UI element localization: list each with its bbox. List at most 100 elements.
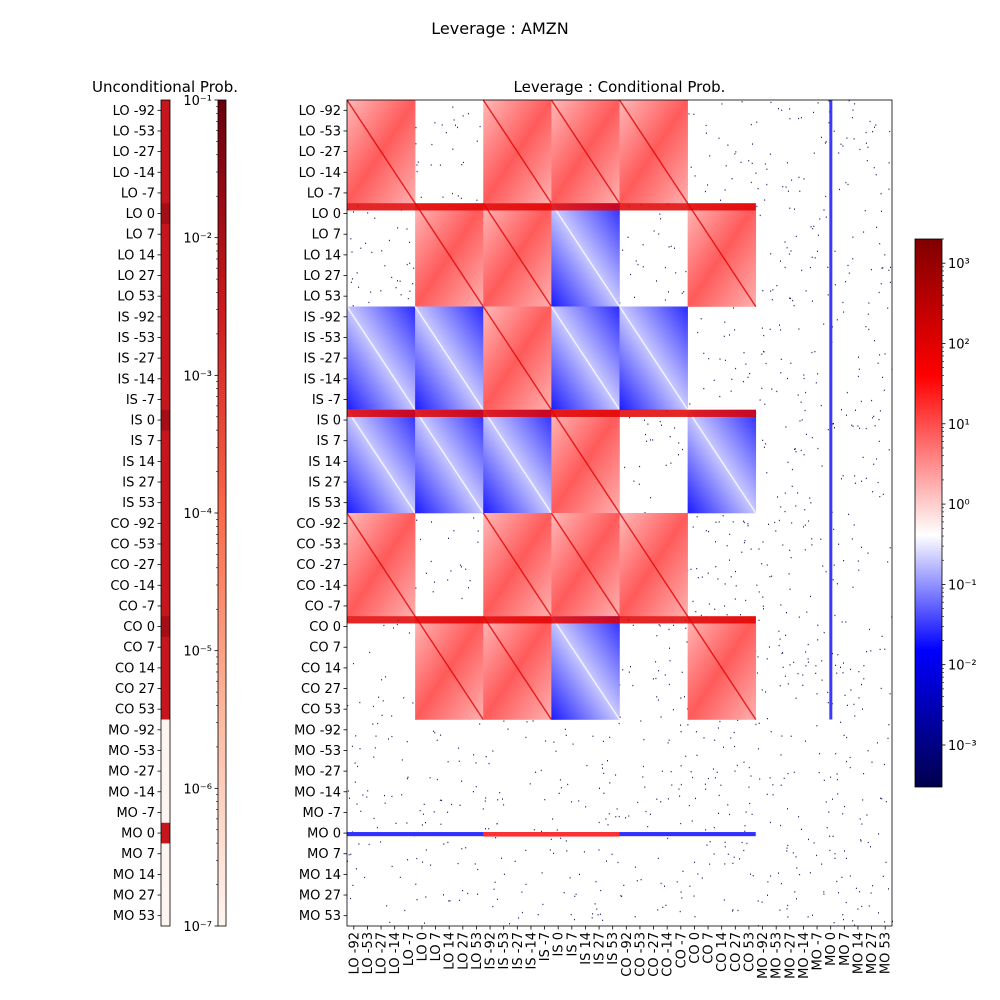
conditional-noise-dot [841,876,843,878]
conditional-noise-dot [705,530,707,532]
conditional-noise-dot [747,525,749,527]
conditional-noise-dot [680,783,682,786]
conditional-noise-dot [786,247,788,249]
conditional-noise-dot [791,485,793,487]
unconditional-ytick-label: MO -92 [108,723,155,738]
conditional-noise-dot [355,735,357,737]
conditional-noise-dot [853,138,855,140]
conditional-noise-dot [887,561,889,563]
conditional-noise-dot [766,564,768,566]
unconditional-ytick-label: LO 53 [117,290,155,305]
conditional-noise-dot [459,804,461,806]
conditional-noise-dot [416,170,418,173]
conditional-noise-dot [771,575,773,577]
conditional-noise-dot [858,356,859,358]
conditional-noise-dot [810,595,811,598]
unconditional-ytick-label: IS -53 [118,331,155,346]
conditional-ytick-label: IS -27 [304,352,341,367]
conditional-noise-dot [640,720,642,722]
conditional-noise-dot [847,264,849,267]
conditional-noise-dot [762,541,764,543]
conditional-noise-dot [814,257,816,259]
conditional-xtick-label: IS 14 [579,932,594,965]
conditional-ytick-label: MO -92 [294,723,341,738]
conditional-noise-dot [607,760,608,762]
conditional-noise-dot [878,912,879,914]
conditional-noise-dot [744,540,746,542]
conditional-noise-dot [869,120,871,123]
conditional-block-diagonal [618,306,689,411]
conditional-noise-dot [384,802,386,804]
conditional-xtick-label: LO -27 [375,932,390,974]
conditional-xtick-label: CO 14 [715,932,730,972]
conditional-noise-dot [881,210,882,212]
conditional-block-diagonal [482,202,552,307]
conditional-noise-dot [872,885,874,887]
conditional-noise-dot [727,144,729,146]
conditional-noise-dot [759,214,761,217]
conditional-noise-dot [708,603,710,605]
conditional-xtick-label: CO -7 [674,932,689,968]
conditional-noise-dot [779,324,780,326]
conditional-noise-dot [673,624,675,626]
conditional-noise-dot [443,894,444,896]
conditional-noise-dot [703,737,705,739]
conditional-noise-dot [419,538,421,541]
conditional-ytick-label: IS -53 [304,331,341,346]
conditional-noise-dot [457,862,459,865]
conditional-noise-dot [808,520,810,522]
unconditional-colorbar-label: 10⁻¹ [183,94,212,109]
conditional-noise-dot [373,756,375,758]
conditional-block-diagonal [414,202,484,307]
conditional-noise-dot [473,517,475,519]
conditional-noise-dot [661,770,663,772]
conditional-noise-dot [465,847,467,849]
unconditional-cell [161,905,170,927]
conditional-noise-dot [821,660,823,662]
conditional-noise-dot [458,760,460,762]
conditional-noise-dot [793,661,795,663]
conditional-noise-dot [860,840,862,842]
conditional-noise-dot [659,420,661,423]
conditional-noise-dot [755,723,757,726]
conditional-noise-dot [485,797,487,799]
conditional-noise-dot [888,162,890,164]
conditional-noise-dot [502,798,503,800]
conditional-noise-dot [727,804,729,806]
conditional-noise-dot [872,491,874,493]
conditional-noise-dot [350,238,352,240]
conditional-noise-dot [705,124,707,127]
conditional-noise-dot [709,841,711,843]
conditional-noise-dot [692,600,694,603]
conditional-noise-dot [606,860,607,862]
conditional-block-diagonal [414,615,484,720]
conditional-noise-dot [868,905,870,907]
conditional-noise-dot [743,761,745,763]
conditional-noise-dot [447,579,449,581]
conditional-noise-dot [687,724,689,726]
conditional-noise-dot [843,662,844,664]
unconditional-ytick-label: IS 0 [131,414,156,429]
conditional-noise-dot [735,570,736,573]
conditional-noise-dot [668,291,669,293]
unconditional-cell [161,574,170,596]
conditional-noise-dot [757,656,759,658]
conditional-noise-dot [409,262,411,264]
conditional-noise-dot [724,841,726,843]
conditional-noise-dot [475,786,477,788]
conditional-xtick-label: MO 27 [865,932,880,974]
conditional-ytick-label: IS -14 [304,372,341,387]
conditional-noise-dot [804,409,806,412]
conditional-noise-dot [447,761,449,763]
conditional-noise-dot [583,851,585,853]
conditional-noise-dot [826,827,828,829]
conditional-xtick-label: IS 0 [552,932,567,957]
conditional-noise-dot [412,702,414,704]
conditional-noise-dot [787,772,789,775]
conditional-noise-dot [473,754,475,756]
conditional-noise-dot [863,231,865,233]
conditional-noise-dot [817,234,819,236]
unconditional-colorbar [217,99,227,927]
conditional-noise-dot [729,559,730,561]
conditional-noise-dot [756,121,758,123]
